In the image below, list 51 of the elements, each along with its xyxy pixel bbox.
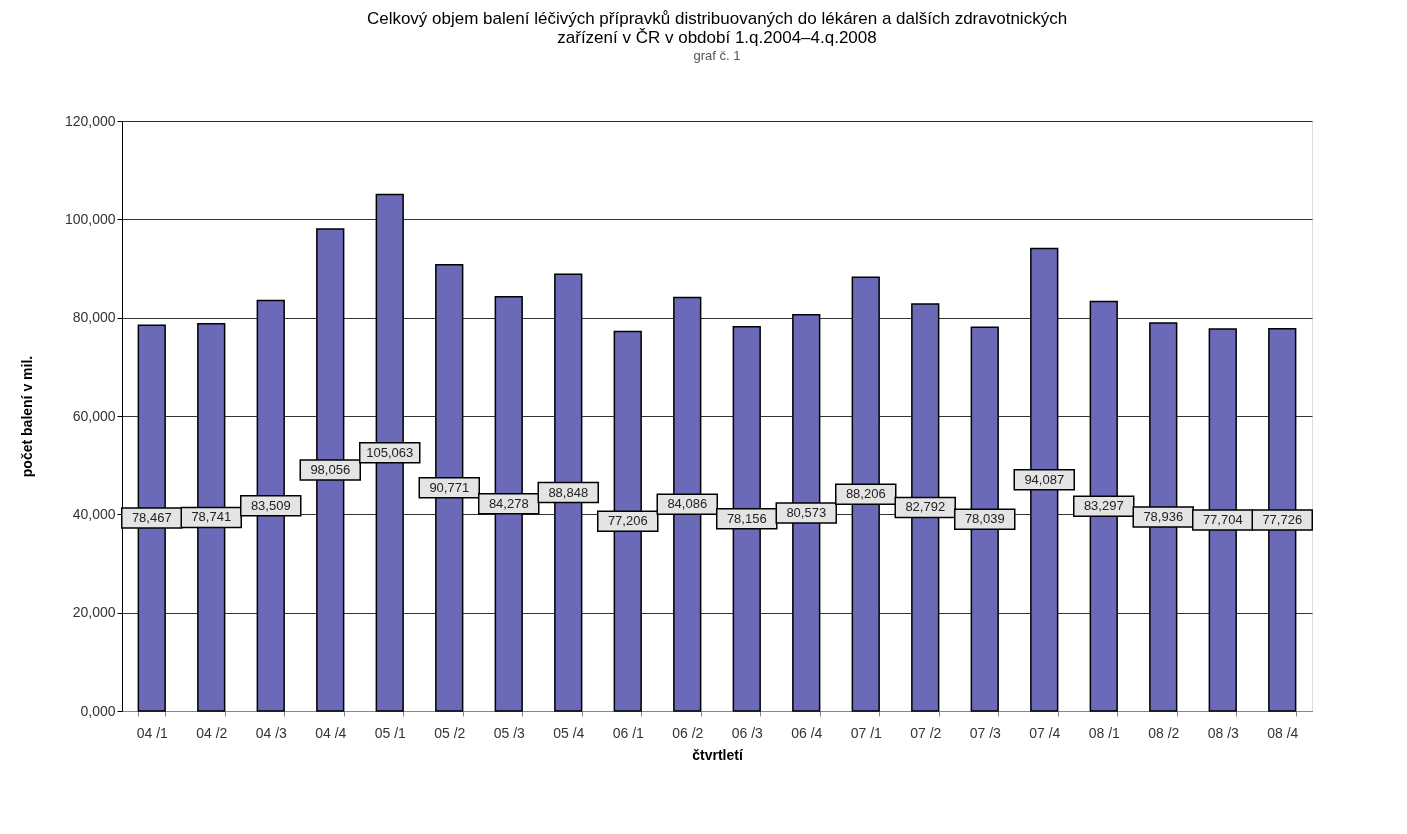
x-tick-label: 05 /2 [434, 724, 466, 741]
x-tick-label: 06 /3 [731, 724, 764, 741]
data-label: 82,792 [905, 499, 946, 515]
x-tick-label: 05 /1 [374, 724, 407, 741]
x-tick-label: 06 /1 [612, 724, 645, 741]
x-tick-label: 05 /3 [493, 724, 526, 741]
data-label: 78,156 [726, 510, 767, 526]
data-label: 88,206 [845, 486, 886, 502]
y-axis-title: počet balení v mil. [18, 355, 35, 478]
data-label: 77,704 [1202, 511, 1243, 527]
x-tick-label: 04 /2 [196, 724, 228, 741]
chart-title: Celkový objem balení léčivých přípravků distribuovaných do lékáren a dalších zdravotnických zařízení v ČR v období 1.q.2004–4.q.2008 [366, 9, 1068, 47]
x-tick-label: 08 /1 [1088, 724, 1121, 741]
data-label: 90,771 [429, 479, 470, 495]
x-axis-title: čtvrtletí [692, 746, 744, 763]
data-label: 78,741 [191, 509, 232, 525]
x-tick-label: 04 /3 [255, 724, 288, 741]
data-label: 80,573 [786, 504, 827, 520]
y-tick-label: 80,000 [72, 309, 116, 326]
x-tick-label: 08 /2 [1148, 724, 1180, 741]
data-label: 94,087 [1024, 471, 1065, 487]
data-label: 78,039 [964, 511, 1005, 527]
y-tick-label: 100,000 [64, 210, 116, 227]
data-label: 78,936 [1143, 508, 1184, 524]
y-tick-label: 0,000 [80, 702, 116, 719]
x-tick-label: 04 /4 [315, 724, 347, 741]
y-tick-label: 120,000 [64, 112, 116, 129]
data-label: 77,726 [1262, 511, 1303, 527]
y-tick-label: 40,000 [72, 505, 116, 522]
x-tick-label: 07 /3 [969, 724, 1002, 741]
x-tick-label: 07 /1 [850, 724, 883, 741]
data-label: 105,063 [366, 444, 414, 460]
data-label: 77,206 [607, 513, 648, 529]
data-label: 84,278 [488, 495, 529, 511]
x-tick-label: 07 /4 [1029, 724, 1061, 741]
data-label: 84,086 [667, 496, 708, 512]
x-tick-label: 08 /3 [1207, 724, 1240, 741]
text: graf č. 1 [693, 48, 741, 63]
data-label: 83,509 [250, 497, 291, 513]
data-label: 88,848 [548, 484, 589, 500]
x-tick-label: 06 /4 [791, 724, 823, 741]
x-tick-label: 08 /4 [1267, 724, 1299, 741]
x-tick-label: 07 /2 [910, 724, 942, 741]
x-tick-label: 05 /4 [553, 724, 585, 741]
data-label: 78,467 [131, 510, 172, 526]
y-tick-label: 60,000 [72, 407, 116, 424]
data-label: 83,297 [1083, 498, 1124, 514]
x-tick-label: 04 /1 [136, 724, 169, 741]
y-tick-label: 20,000 [72, 604, 116, 621]
x-tick-label: 06 /2 [672, 724, 704, 741]
data-label: 98,056 [310, 461, 351, 477]
